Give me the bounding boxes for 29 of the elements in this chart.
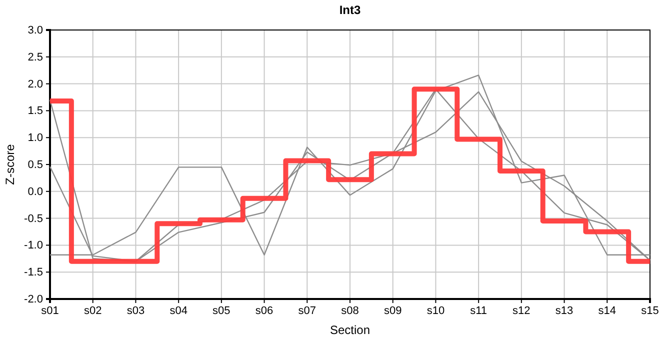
y-tick-label: -1.5: [24, 266, 43, 279]
x-tick-label: s01: [41, 304, 59, 317]
y-tick-label: 3.0: [28, 24, 43, 37]
x-tick-label: s02: [84, 304, 102, 317]
x-tick-label: s10: [426, 304, 445, 317]
y-tick-label: -2.0: [24, 294, 43, 306]
y-tick-label: 1.5: [28, 105, 43, 118]
x-tick-label: s06: [255, 304, 274, 317]
y-tick-label: 2.5: [28, 51, 43, 64]
x-tick-label: s07: [298, 304, 316, 317]
y-tick-label: 0.5: [28, 159, 43, 172]
x-tick-label: s11: [470, 304, 488, 317]
y-tick-label: 1.0: [28, 132, 43, 144]
y-tick-label: 0.0: [28, 186, 43, 198]
x-tick-label: s14: [598, 304, 616, 317]
x-tick-label: s08: [341, 304, 359, 317]
x-tick-label: s09: [384, 304, 402, 317]
x-tick-label: s03: [126, 304, 145, 317]
x-axis-title: Section: [330, 323, 370, 337]
x-tick-label: s12: [512, 304, 530, 317]
chart-title: Int3: [339, 3, 361, 17]
y-tick-label: -1.0: [24, 240, 43, 252]
y-tick-label: 2.0: [28, 78, 43, 90]
x-tick-label: s13: [555, 304, 574, 317]
x-tick-label: s04: [170, 304, 188, 317]
y-axis-title: Z-score: [3, 144, 17, 185]
y-tick-label: -0.5: [24, 212, 43, 225]
x-tick-label: s15: [641, 304, 659, 317]
x-tick-label: s05: [212, 304, 230, 317]
